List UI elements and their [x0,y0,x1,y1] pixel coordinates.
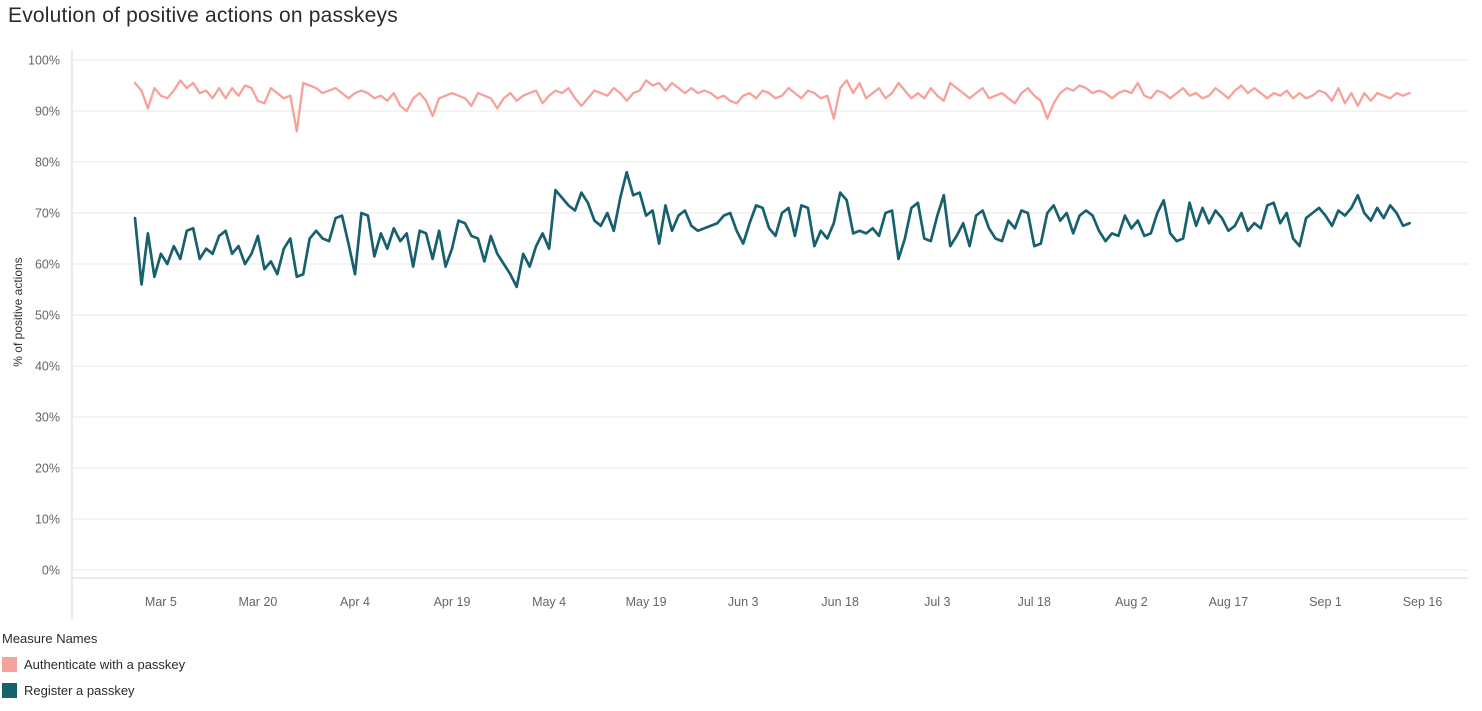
series-line-0[interactable] [133,79,1411,133]
y-tick-label: 30% [35,411,60,425]
y-tick-label: 100% [28,54,60,68]
legend-items: Authenticate with a passkey Register a pa… [2,657,185,698]
x-tick-label: Sep 1 [1309,595,1342,609]
x-tick-label: Mar 20 [238,595,277,609]
legend-item-label: Authenticate with a passkey [24,657,186,672]
y-tick-label: 0% [42,564,60,578]
y-tick-label: 70% [35,207,60,221]
x-tick-label: Apr 19 [434,595,471,609]
series-line-1[interactable] [133,170,1411,289]
x-tick-label: Aug 2 [1115,595,1148,609]
x-tick-label: Apr 4 [340,595,370,609]
legend-title: Measure Names [2,631,98,646]
legend-item[interactable]: Register a passkey [2,683,185,698]
legend-item-label: Register a passkey [24,683,135,698]
y-tick-label: 80% [35,156,60,170]
x-tick-label: Jun 18 [821,595,859,609]
y-tick-label: 90% [35,105,60,119]
chart-svg[interactable]: 0% 10% 20% 30% 40% 50% 60% 70% 80% 90% 100% Mar 5 Ma… [0,0,1482,625]
y-tick-label: 10% [35,513,60,527]
x-tick-label: Aug 17 [1209,595,1249,609]
y-tick-label: 50% [35,309,60,323]
x-tick-label: Jul 3 [924,595,950,609]
legend-swatch [2,657,17,672]
x-tick-label: Mar 5 [145,595,177,609]
legend: Measure Names Authenticate with a passke… [2,631,185,709]
legend-swatch [2,683,17,698]
y-tick-label: 60% [35,258,60,272]
x-tick-label: May 4 [532,595,566,609]
chart-title: Evolution of positive actions on passkey… [8,4,398,27]
x-tick-label: Jul 18 [1018,595,1051,609]
y-tick-label: 40% [35,360,60,374]
x-tick-label: Sep 16 [1403,595,1443,609]
legend-item[interactable]: Authenticate with a passkey [2,657,185,672]
x-tick-label: Jun 3 [728,595,759,609]
y-tick-label: 20% [35,462,60,476]
x-tick-label: May 19 [626,595,667,609]
